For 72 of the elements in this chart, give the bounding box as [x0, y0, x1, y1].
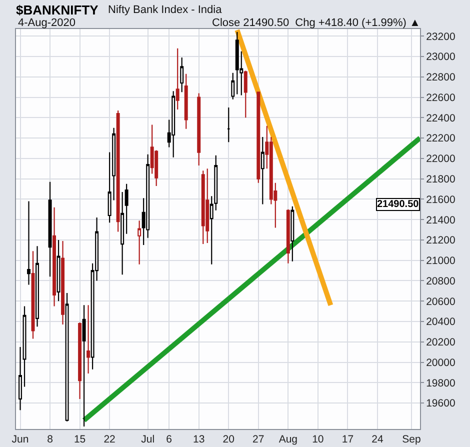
annotation: 4-Aug-2020: [18, 17, 76, 29]
candlestick: [226, 106, 230, 143]
y-tick-label: 19600: [426, 398, 456, 410]
y-tick-label: 22600: [426, 92, 456, 104]
y-tick-label: 22000: [426, 153, 456, 166]
x-tick-label: 24: [372, 434, 384, 446]
candlestick: [120, 192, 124, 276]
y-tick-label: 21600: [426, 194, 456, 206]
candlestick: [65, 292, 69, 422]
candlestick: [206, 168, 210, 244]
candlestick: [18, 346, 22, 411]
x-tick-label: 15: [74, 434, 86, 446]
chart-title: $BANKNIFTY: [16, 2, 99, 18]
y-tick-label: 21800: [426, 173, 456, 186]
candlestick: [27, 200, 30, 286]
x-tick-label: 17: [342, 434, 354, 446]
x-tick-label: Aug: [278, 434, 298, 446]
annotation: 21490.50: [377, 199, 420, 210]
candlestick: [124, 183, 128, 234]
y-tick-label: 21400: [426, 214, 456, 226]
candlestick: [112, 127, 116, 201]
candlestick: [116, 110, 120, 232]
y-tick-label: 20200: [426, 336, 456, 349]
y-tick-label: 23200: [426, 30, 456, 43]
candlestick: [260, 136, 264, 205]
candlestick: [286, 208, 290, 264]
candlestick: [56, 239, 60, 302]
candlestick: [36, 246, 39, 328]
x-tick-label: Sep: [402, 434, 421, 446]
candlestick: [184, 73, 188, 130]
x-tick-label: 27: [252, 434, 264, 446]
candlestick: [176, 48, 180, 110]
candlestick: [138, 220, 142, 265]
annotation: Close 21490.50 Chg +418.40 (+1.99%) ▲: [212, 17, 420, 29]
x-tick-label: 8: [47, 434, 54, 446]
y-tick-label: 23000: [426, 51, 456, 64]
candlestick: [235, 32, 239, 95]
y-tick-label: 22400: [426, 112, 456, 124]
candlestick: [180, 56, 184, 93]
candlestick: [256, 92, 260, 184]
x-tick-label: 22: [104, 434, 116, 446]
candlestick: [78, 322, 82, 400]
y-tick-label: 20000: [426, 356, 456, 369]
candlestick: [86, 304, 90, 374]
y-tick-label: 20800: [426, 275, 456, 288]
candlestick: [61, 240, 65, 326]
candlestick: [48, 181, 52, 278]
x-tick-label: 10: [312, 434, 324, 446]
x-tick-label: 6: [166, 434, 172, 446]
y-tick-label: 20400: [426, 316, 456, 328]
candlestick: [244, 70, 248, 118]
candlestick: [108, 152, 112, 224]
y-tick-label: 19800: [426, 377, 456, 390]
candlestick: [231, 72, 235, 100]
chart-subtitle: Nifty Bank Index - India: [108, 4, 223, 16]
x-tick-label: Jun: [12, 434, 29, 446]
candlestick: [197, 92, 201, 166]
y-tick-label: 22200: [426, 132, 456, 145]
x-tick-label: 20: [222, 434, 235, 446]
y-tick-label: 22800: [426, 72, 456, 84]
candlestick: [82, 304, 86, 427]
candlestick: [201, 170, 205, 245]
candlestick: [172, 90, 176, 158]
candlestick: [290, 206, 294, 262]
y-tick-label: 21200: [426, 234, 456, 247]
candlestick: [52, 206, 56, 307]
y-tick-label: 21000: [426, 255, 456, 268]
candlestick: [31, 250, 35, 340]
y-tick-label: 20600: [426, 296, 456, 308]
x-tick-label: Jul: [141, 434, 155, 446]
x-tick-label: 13: [193, 434, 205, 446]
candlestick: [22, 306, 26, 388]
